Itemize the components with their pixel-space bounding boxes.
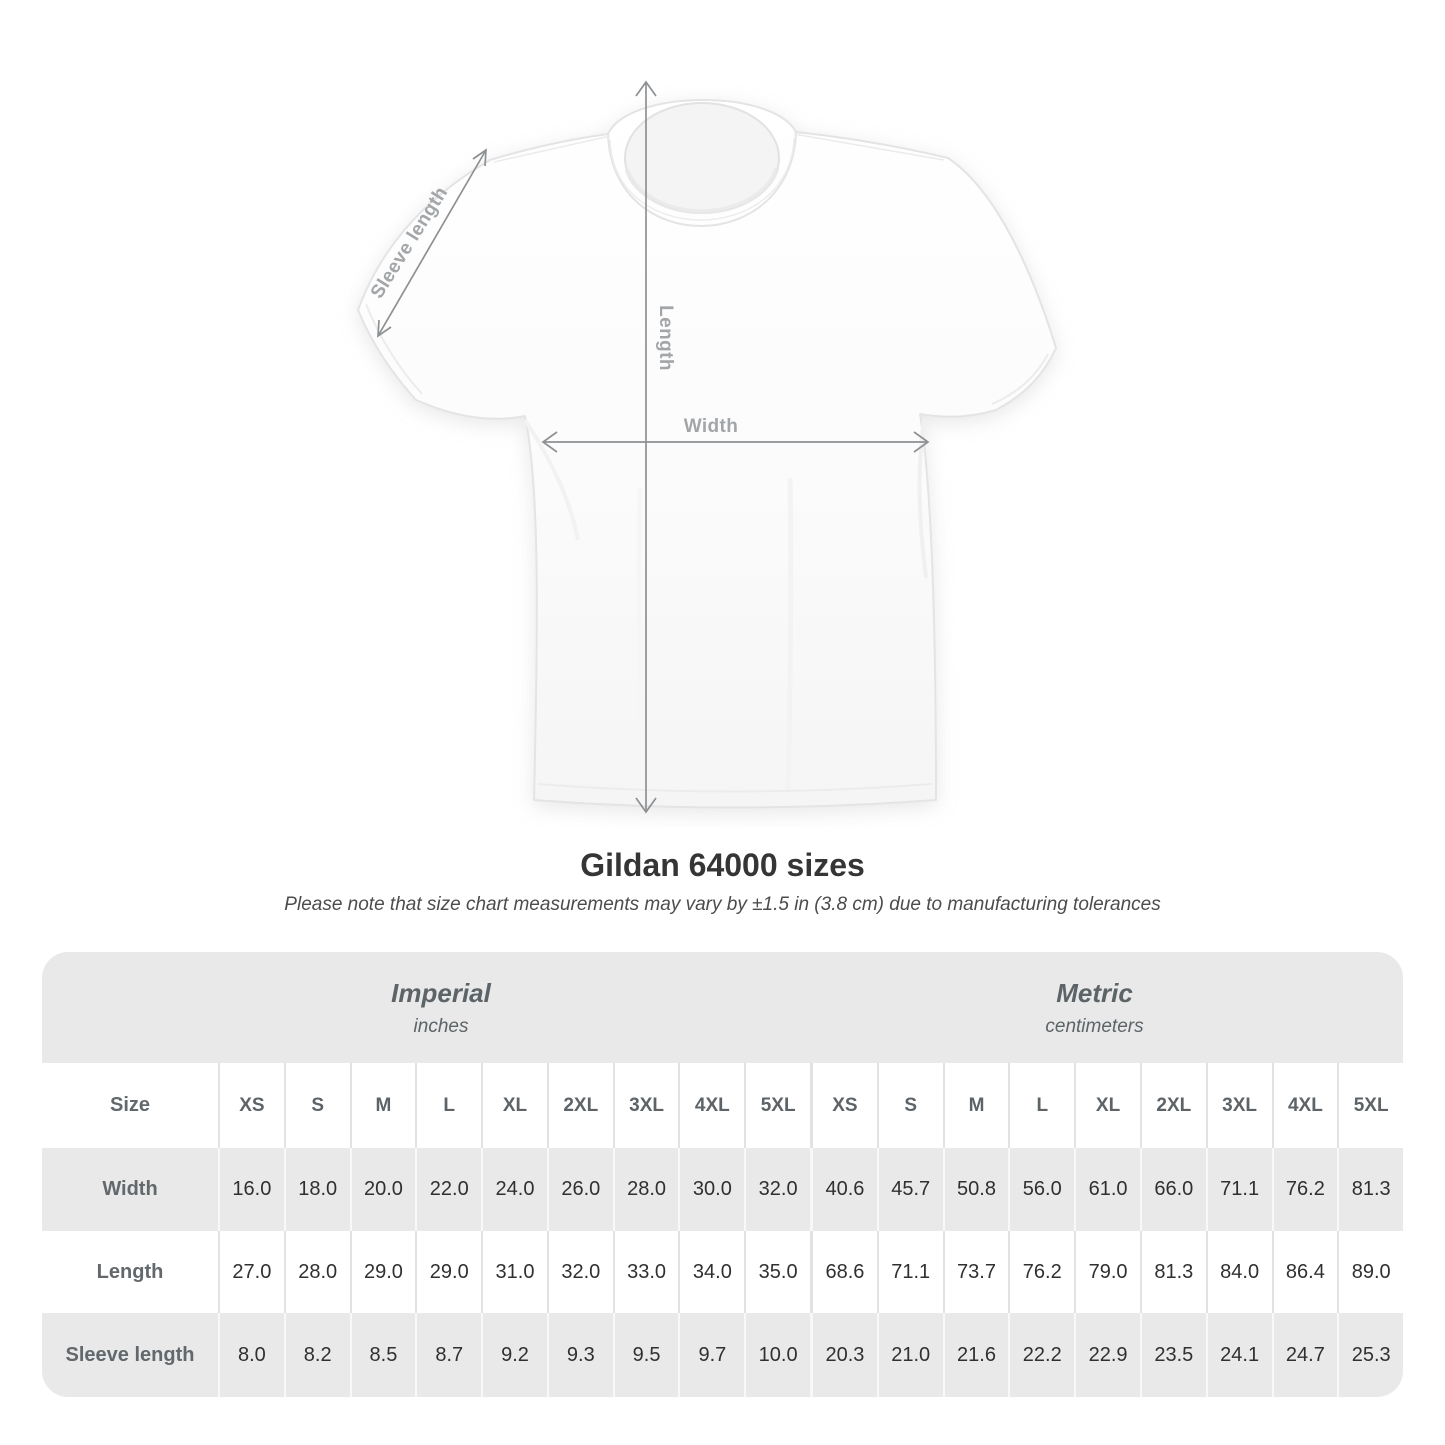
value-cell: 21.6: [942, 1313, 1009, 1397]
value-cell: 10.0: [744, 1313, 810, 1397]
value-cell: 35.0: [744, 1231, 810, 1313]
value-cell: 26.0: [546, 1148, 613, 1231]
tshirt-diagram: [357, 80, 1057, 814]
size-column-header: 3XL: [612, 1063, 679, 1148]
value-cell: 8.0: [218, 1313, 284, 1397]
size-column-header: 2XL: [546, 1063, 613, 1148]
size-column-header: L: [1008, 1063, 1074, 1148]
size-column-header: 2XL: [1139, 1063, 1206, 1148]
value-cell: 18.0: [283, 1148, 350, 1231]
size-column-header: M: [349, 1063, 416, 1148]
value-cell: 66.0: [1139, 1148, 1206, 1231]
measurement-arrows: [377, 80, 930, 814]
value-cell: 20.3: [810, 1313, 877, 1397]
value-cell: 76.2: [1008, 1231, 1074, 1313]
value-cell: 61.0: [1074, 1148, 1140, 1231]
value-cell: 23.5: [1139, 1313, 1206, 1397]
table-row-width: Width 16.0 18.0 20.0 22.0 24.0 26.0 28.0 30.0 32…: [42, 1148, 1403, 1231]
table-row-length: Length 27.0 28.0 29.0 29.0 31.0 32.0 33.0 34.0 3…: [42, 1231, 1403, 1313]
size-column-header: M: [942, 1063, 1009, 1148]
value-cell: 29.0: [415, 1231, 481, 1313]
value-cell: 8.5: [349, 1313, 416, 1397]
metric-group-unit: centimeters: [1045, 1015, 1144, 1037]
sleeve-length-arrow: [377, 148, 487, 338]
imperial-group-name: Imperial: [391, 977, 491, 1008]
value-cell: 68.6: [810, 1231, 877, 1313]
value-cell: 73.7: [942, 1231, 1009, 1313]
width-arrow-label: Width: [683, 416, 739, 437]
value-cell: 21.0: [876, 1313, 943, 1397]
size-column-header: S: [876, 1063, 943, 1148]
value-cell: 56.0: [1008, 1148, 1074, 1231]
value-cell: 9.3: [546, 1313, 613, 1397]
value-cell: 8.2: [283, 1313, 350, 1397]
value-cell: 20.0: [349, 1148, 416, 1231]
value-cell: 32.0: [546, 1231, 613, 1313]
value-cell: 22.0: [415, 1148, 481, 1231]
value-cell: 30.0: [678, 1148, 744, 1231]
value-cell: 79.0: [1074, 1231, 1140, 1313]
value-cell: 86.4: [1271, 1231, 1338, 1313]
value-cell: 9.7: [678, 1313, 744, 1397]
value-cell: 50.8: [942, 1148, 1009, 1231]
length-arrow-label: Length: [655, 305, 676, 371]
value-cell: 71.1: [876, 1231, 943, 1313]
metric-group-name: Metric: [1056, 977, 1133, 1008]
value-cell: 40.6: [810, 1148, 877, 1231]
value-cell: 84.0: [1205, 1231, 1272, 1313]
length-arrow: [635, 80, 657, 814]
size-column-header: XS: [810, 1063, 877, 1148]
value-cell: 9.2: [481, 1313, 547, 1397]
row-label: Sleeve length: [65, 1343, 195, 1366]
row-label: Width: [102, 1178, 158, 1200]
value-cell: 31.0: [481, 1231, 547, 1313]
imperial-group-header: Imperial inches: [42, 952, 810, 1063]
value-cell: 81.3: [1337, 1148, 1403, 1231]
size-column-header: 4XL: [678, 1063, 744, 1148]
value-cell: 45.7: [876, 1148, 943, 1231]
value-cell: 33.0: [612, 1231, 679, 1313]
table-row-sleeve-length: Sleeve length 8.0 8.2 8.5 8.7 9.2 9.3 9.5 9.7 10…: [42, 1313, 1403, 1397]
value-cell: 22.2: [1008, 1313, 1074, 1397]
value-cell: 24.0: [481, 1148, 547, 1231]
size-column-header: S: [283, 1063, 350, 1148]
imperial-group-unit: inches: [413, 1015, 469, 1037]
size-column-header: L: [415, 1063, 481, 1148]
tolerance-note: Please note that size chart measurements…: [284, 894, 1161, 915]
value-cell: 29.0: [349, 1231, 416, 1313]
value-cell: 89.0: [1337, 1231, 1403, 1313]
width-arrow: [541, 431, 930, 453]
size-column-header: 5XL: [744, 1063, 810, 1148]
value-cell: 25.3: [1337, 1313, 1403, 1397]
value-cell: 28.0: [612, 1148, 679, 1231]
value-cell: 34.0: [678, 1231, 744, 1313]
size-column-header: 3XL: [1205, 1063, 1272, 1148]
size-column-header: XL: [1074, 1063, 1140, 1148]
value-cell: 76.2: [1271, 1148, 1338, 1231]
value-cell: 22.9: [1074, 1313, 1140, 1397]
tshirt-shape: [357, 99, 1057, 809]
value-cell: 24.1: [1205, 1313, 1272, 1397]
size-label-cell: Size: [109, 1094, 151, 1116]
value-cell: 32.0: [744, 1148, 810, 1231]
page-title: Gildan 64000 sizes: [580, 847, 865, 883]
size-column-header: 5XL: [1337, 1063, 1403, 1148]
value-cell: 16.0: [218, 1148, 284, 1231]
metric-group-header: Metric centimeters: [810, 952, 1403, 1063]
size-column-header: 4XL: [1271, 1063, 1338, 1148]
value-cell: 81.3: [1139, 1231, 1206, 1313]
value-cell: 24.7: [1271, 1313, 1338, 1397]
value-cell: 27.0: [218, 1231, 284, 1313]
value-cell: 8.7: [415, 1313, 481, 1397]
size-header-row: Size XS S M L XL 2XL 3XL 4XL 5XL XS S M L XL 2XL 3XL 4XL…: [42, 1063, 1403, 1148]
row-label: Length: [96, 1260, 164, 1283]
value-cell: 28.0: [283, 1231, 350, 1313]
size-table: Imperial inches Metric centimeters Size …: [42, 952, 1403, 1397]
size-column-header: XS: [218, 1063, 284, 1148]
value-cell: 9.5: [612, 1313, 679, 1397]
size-column-header: XL: [481, 1063, 547, 1148]
value-cell: 71.1: [1205, 1148, 1272, 1231]
unit-group-header-row: Imperial inches Metric centimeters: [42, 952, 1403, 1063]
